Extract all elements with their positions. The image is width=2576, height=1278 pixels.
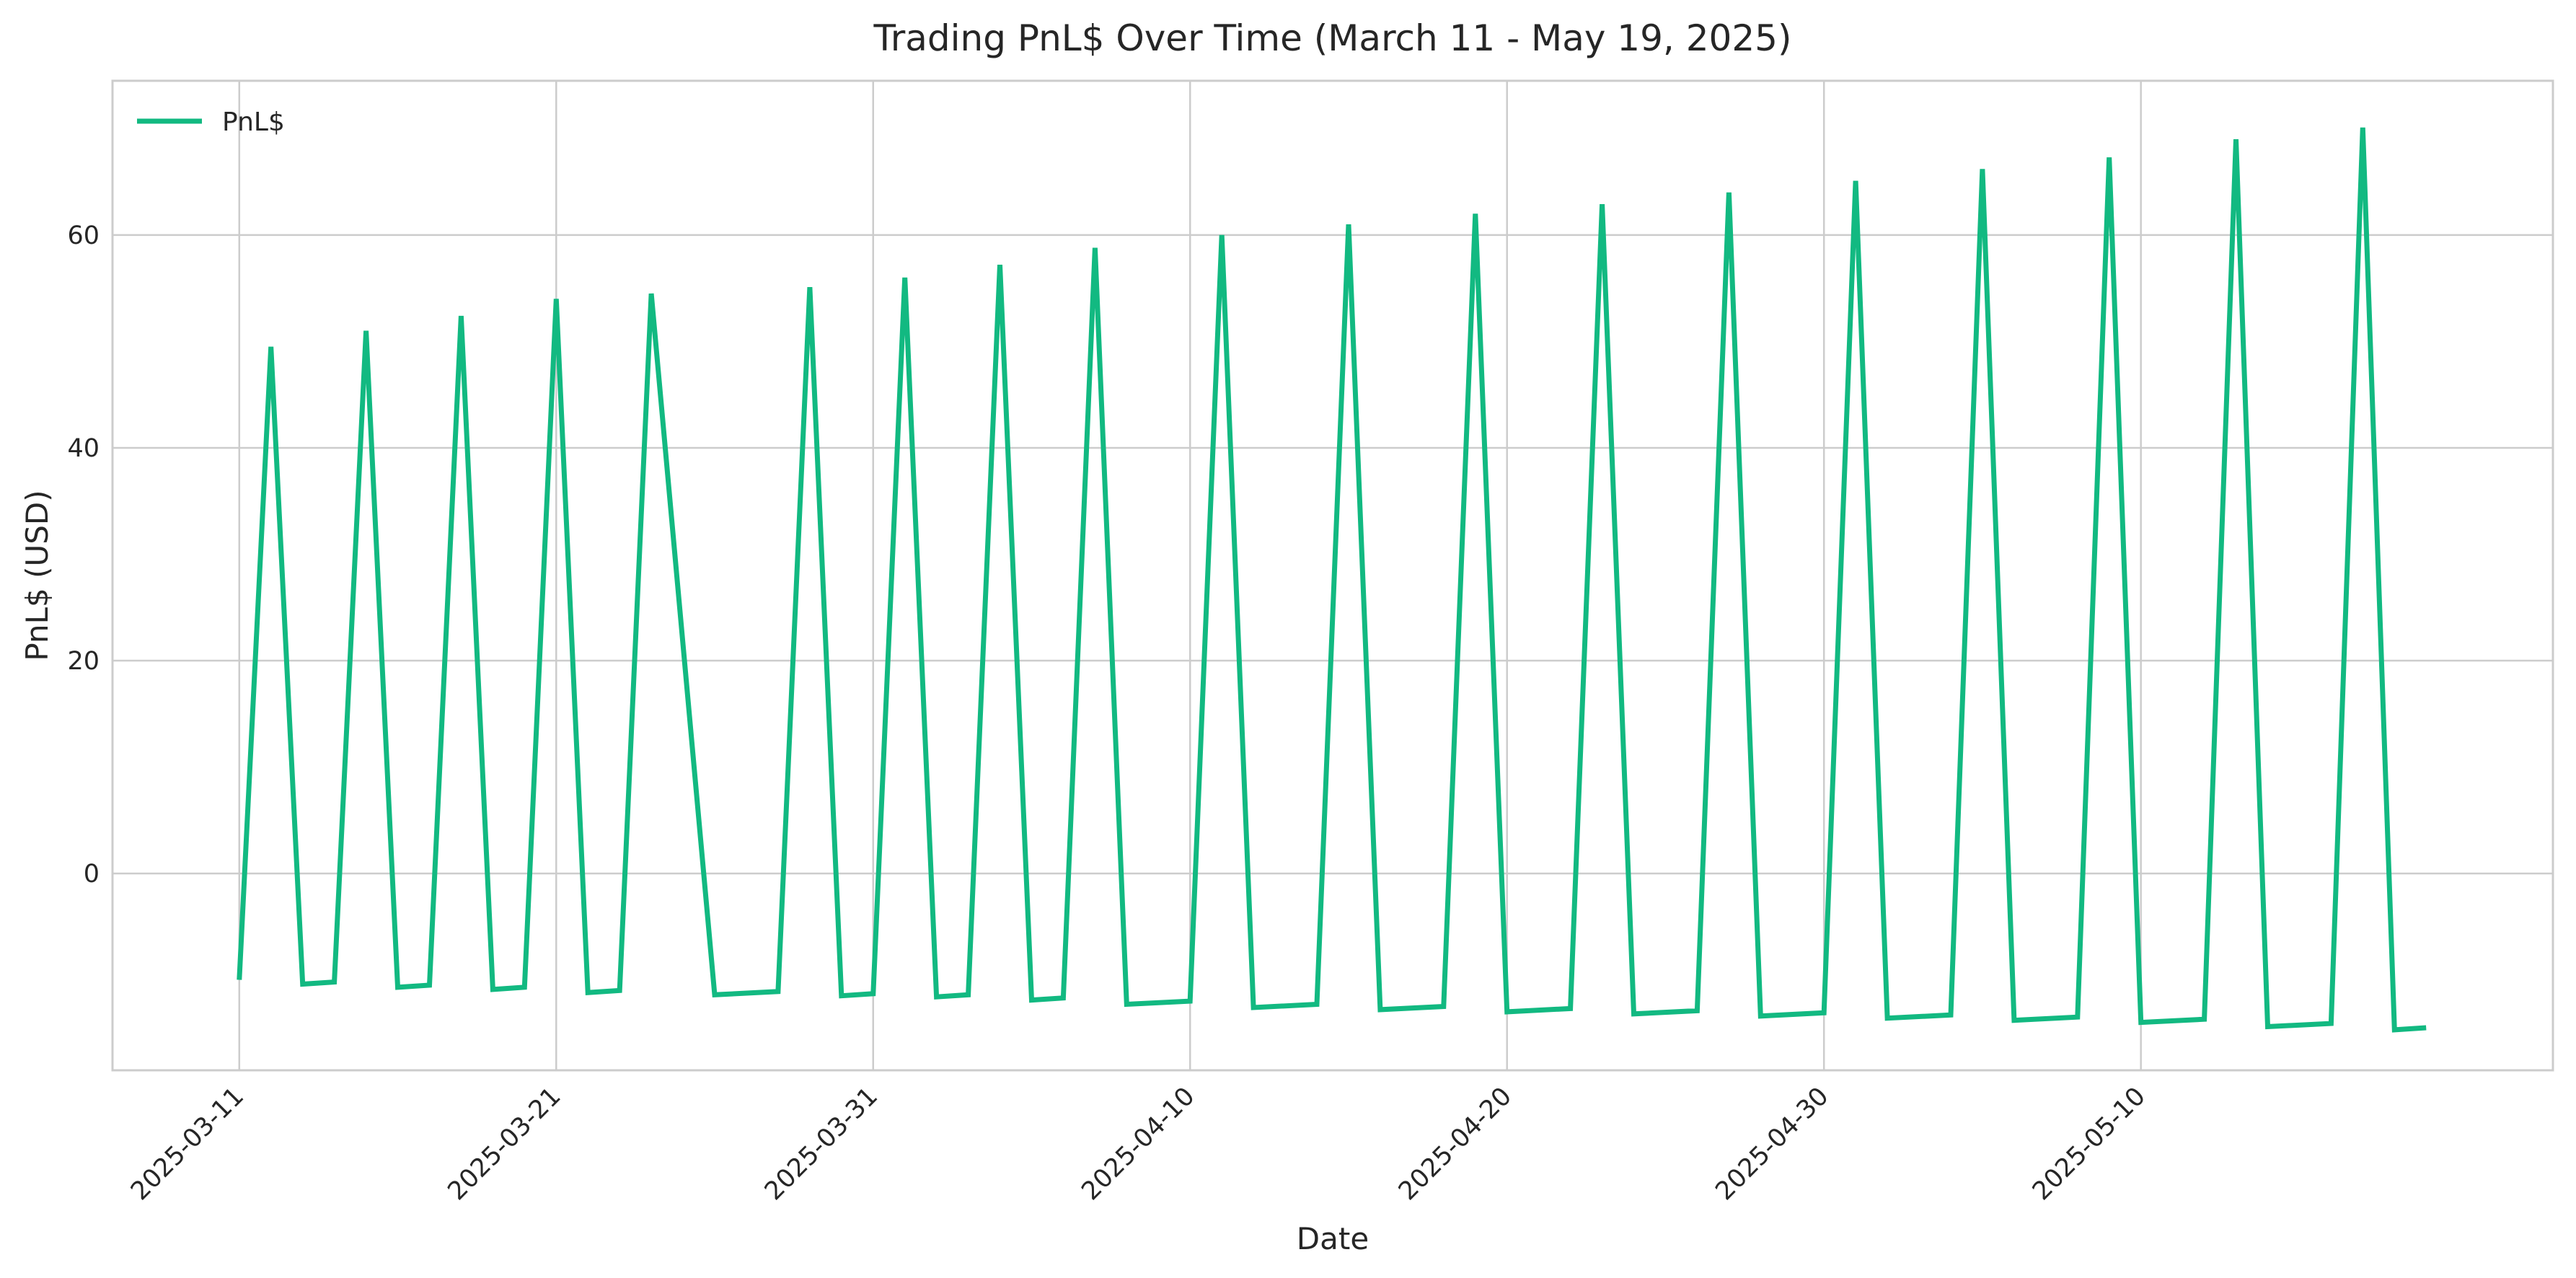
- y-tick-label: 60: [67, 221, 100, 250]
- y-axis-label: PnL$ (USD): [19, 490, 55, 661]
- y-axis-ticks: 0 20 40 60: [67, 221, 100, 889]
- y-tick-label: 20: [67, 647, 100, 676]
- y-tick-label: 40: [67, 434, 100, 463]
- x-axis-label: Date: [1297, 1221, 1369, 1256]
- series-layer: [237, 127, 2427, 1033]
- plot-frame: [111, 79, 2554, 1072]
- series-line-pnl: [237, 127, 2427, 1033]
- chart-title: Trading PnL$ Over Time (March 11 - May 1…: [873, 17, 1792, 59]
- y-tick-label: 0: [84, 860, 100, 889]
- legend: PnL$: [137, 107, 285, 137]
- legend-label-pnl: PnL$: [222, 107, 285, 137]
